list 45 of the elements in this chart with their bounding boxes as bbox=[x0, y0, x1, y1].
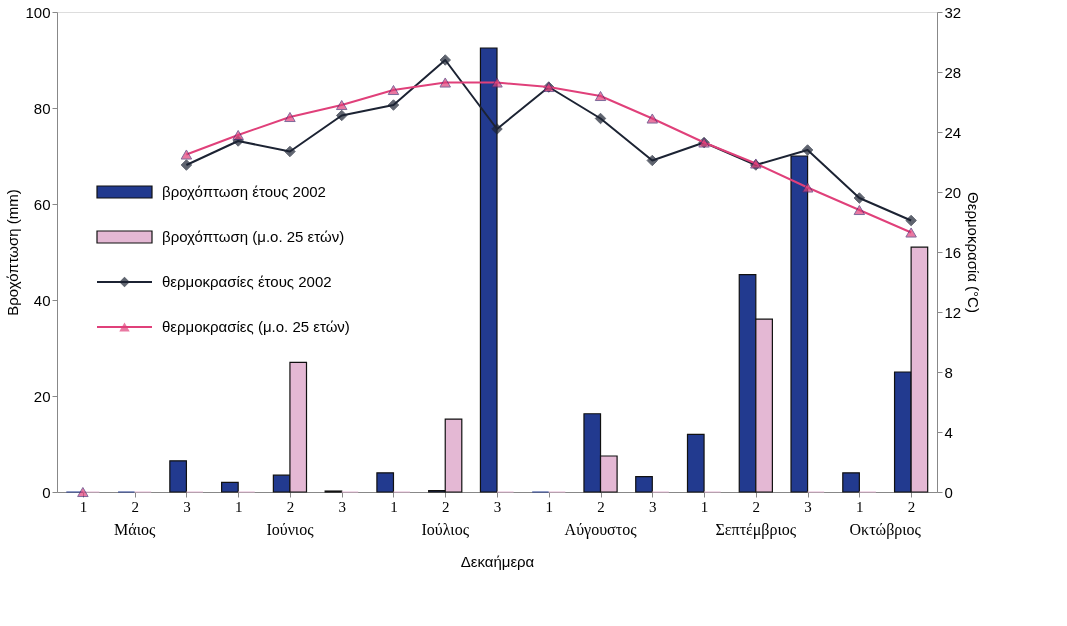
y2-axis-title: Θερμοκρασία (°C) bbox=[965, 192, 983, 313]
legend-label: βροχόπτωση (μ.ο. 25 ετών) bbox=[162, 228, 345, 245]
x-tick-label: 2 bbox=[441, 498, 450, 515]
x-tick-label: 2 bbox=[286, 498, 295, 515]
y2-tick-label: 12 bbox=[944, 303, 962, 321]
x-tick-label: 2 bbox=[907, 498, 916, 515]
y-axis-title: Βροχόπτωση (mm) bbox=[4, 189, 22, 316]
y2-tick-label: 16 bbox=[944, 243, 962, 261]
y-tick-label: 40 bbox=[33, 291, 51, 309]
y-tick-label: 60 bbox=[33, 195, 51, 213]
y-tick-label: 0 bbox=[42, 483, 51, 501]
x-tick-label: 3 bbox=[338, 498, 346, 515]
y-tick-label: 20 bbox=[33, 387, 51, 405]
y2-tick-label: 8 bbox=[944, 363, 953, 381]
x-tick-label: 3 bbox=[183, 498, 191, 515]
text: Ιούλιος bbox=[421, 521, 470, 538]
x-tick-label: 2 bbox=[752, 498, 761, 515]
x-tick-label: 1 bbox=[700, 498, 709, 515]
x-tick-label: 2 bbox=[131, 498, 139, 515]
x-tick-label: 3 bbox=[493, 498, 502, 515]
x-axis-title: Δεκαήμερα bbox=[460, 552, 535, 570]
legend-label: θερμοκρασίες έτους 2002 bbox=[162, 273, 332, 290]
x-tick-label: 3 bbox=[804, 498, 812, 515]
text: Αύγουστος bbox=[564, 521, 638, 539]
x-tick-label: 2 bbox=[597, 498, 605, 515]
y2-tick-label: 24 bbox=[944, 123, 962, 141]
x-tick-label: 1 bbox=[545, 498, 554, 515]
y2-tick-label: 4 bbox=[944, 423, 953, 441]
x-tick-label: 1 bbox=[856, 498, 864, 515]
x-tick-label: 1 bbox=[234, 498, 243, 515]
y-tick-label: 80 bbox=[33, 99, 51, 117]
y2-tick-label: 32 bbox=[944, 3, 962, 21]
legend-label: θερμοκρασίες (μ.ο. 25 ετών) bbox=[162, 318, 350, 335]
y2-tick-label: 20 bbox=[944, 183, 962, 201]
y2-tick-label: 0 bbox=[944, 483, 953, 501]
y2-tick-label: 28 bbox=[944, 63, 962, 81]
legend-label: βροχόπτωση έτους 2002 bbox=[162, 183, 326, 200]
x-tick-label: 1 bbox=[390, 498, 398, 515]
text: Ιούνιος bbox=[266, 521, 315, 538]
y-tick-label: 100 bbox=[25, 3, 51, 21]
x-tick-label: 1 bbox=[79, 498, 88, 515]
text: Μάιος bbox=[114, 521, 156, 538]
text: Οκτώβριος bbox=[849, 521, 922, 539]
x-tick-label: 3 bbox=[649, 498, 657, 515]
text: Σεπτέμβριος bbox=[715, 521, 797, 539]
